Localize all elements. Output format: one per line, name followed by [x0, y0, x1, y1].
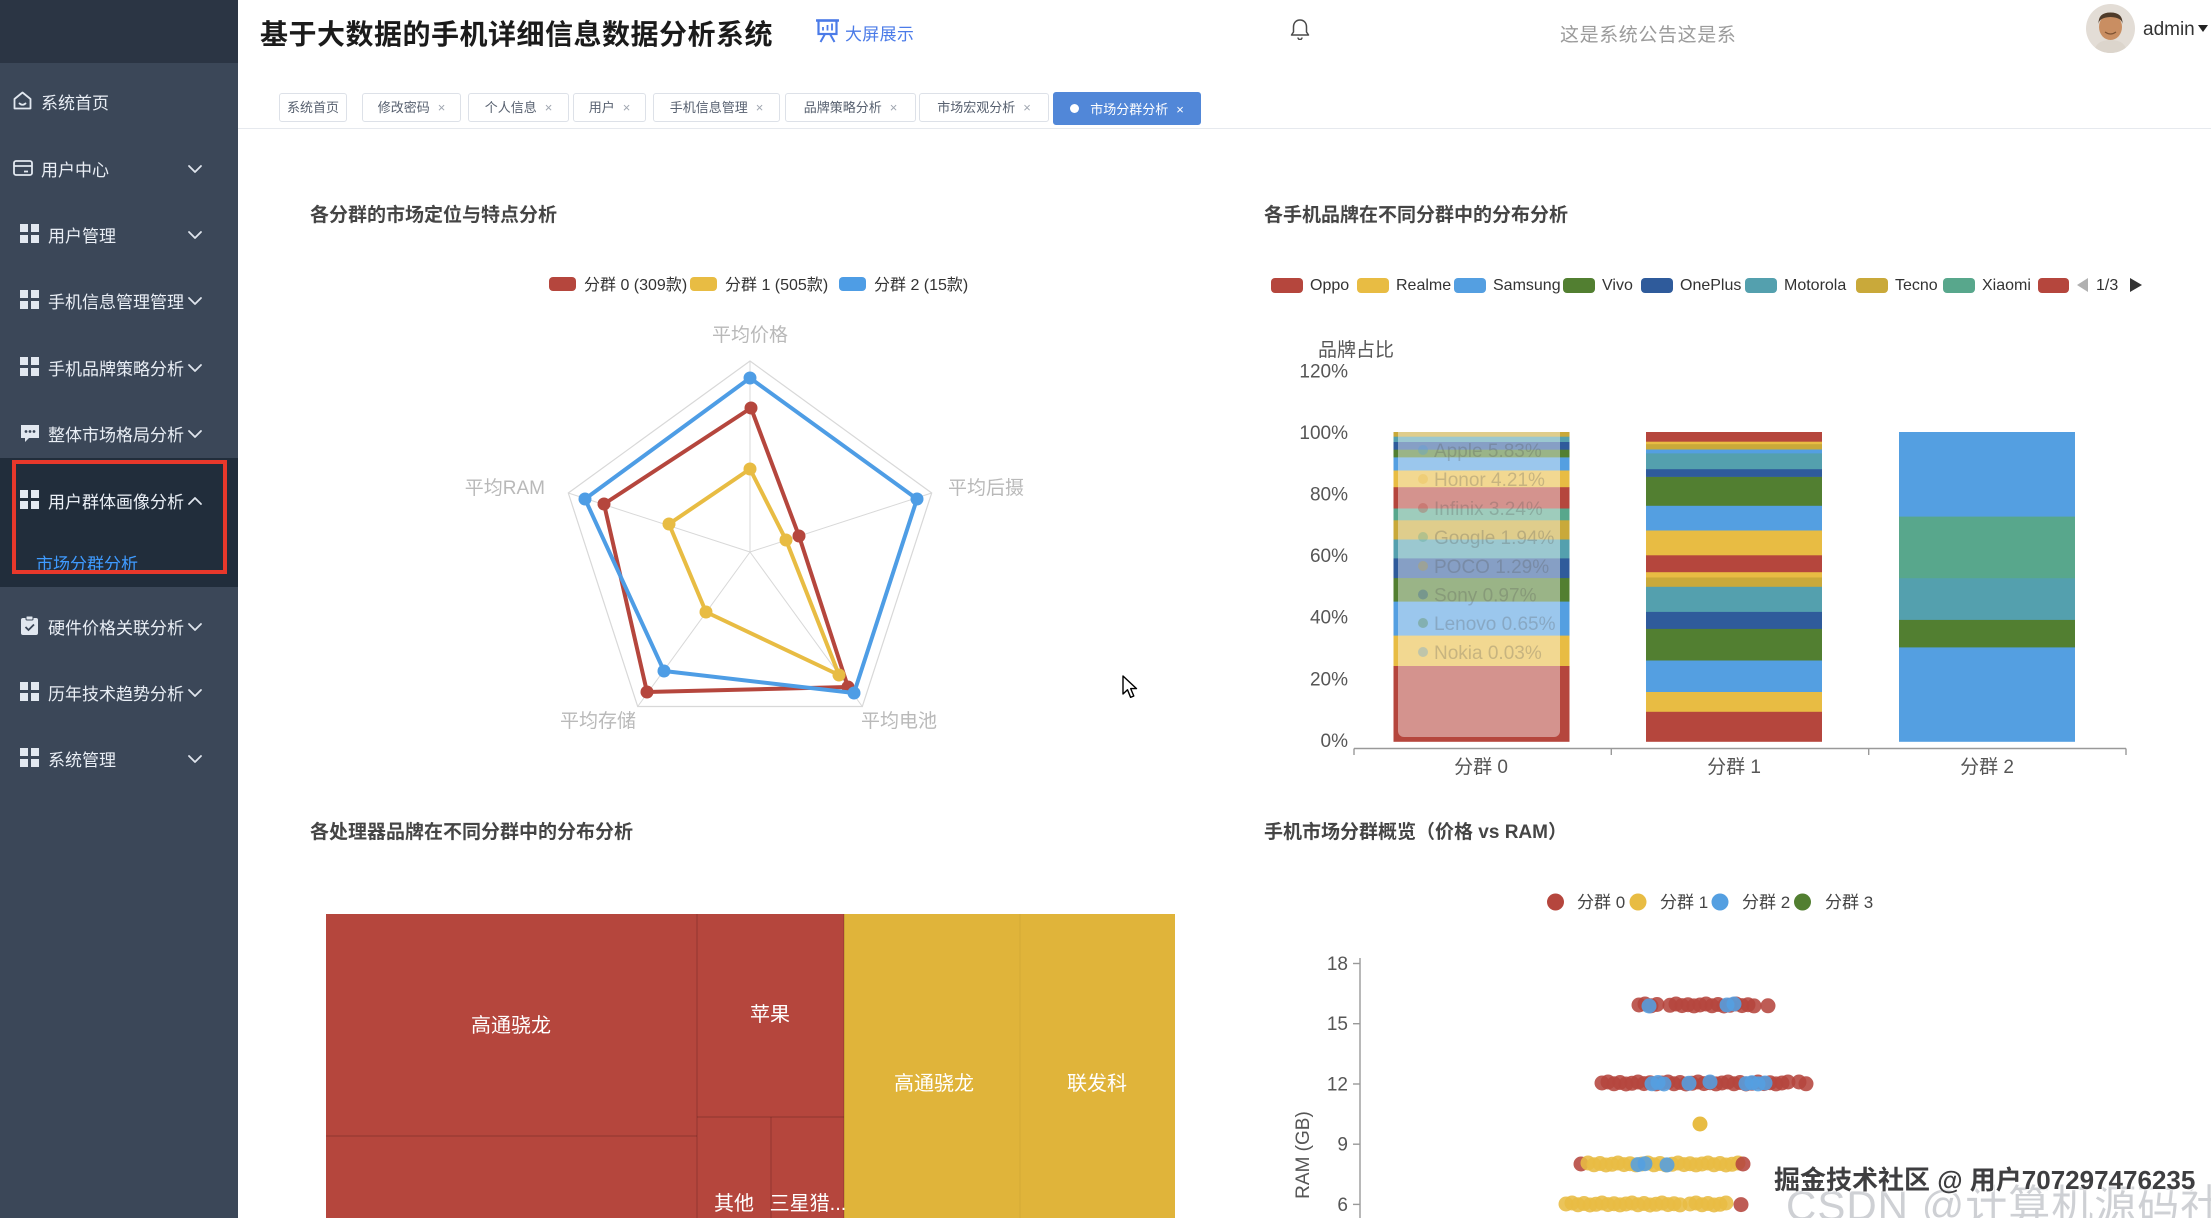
svg-text:Nokia 0.03%: Nokia 0.03%: [1434, 643, 1542, 664]
svg-text:POCO 1.29%: POCO 1.29%: [1434, 557, 1549, 578]
svg-text:9: 9: [1337, 1135, 1348, 1156]
svg-text:三星猎...: 三星猎...: [770, 1192, 847, 1215]
svg-text:联发科: 联发科: [1067, 1072, 1127, 1095]
svg-text:Vivo: Vivo: [1602, 277, 1633, 294]
svg-text:其他: 其他: [714, 1192, 754, 1215]
svg-text:分群 0: 分群 0: [1454, 756, 1508, 778]
svg-text:80%: 80%: [1310, 485, 1348, 506]
svg-text:RAM (GB): RAM (GB): [1293, 1111, 1314, 1199]
svg-text:100%: 100%: [1299, 423, 1348, 444]
svg-text:各分群的市场定位与特点分析: 各分群的市场定位与特点分析: [310, 203, 557, 226]
svg-text:Honor 4.21%: Honor 4.21%: [1434, 470, 1545, 491]
svg-text:分群 3: 分群 3: [1825, 893, 1873, 912]
svg-text:Samsung: Samsung: [1493, 277, 1561, 294]
svg-text:Sony 0.97%: Sony 0.97%: [1434, 586, 1537, 607]
svg-text:1/3: 1/3: [2096, 277, 2118, 294]
svg-text:Infinix 3.24%: Infinix 3.24%: [1434, 499, 1543, 520]
svg-text:分群 0: 分群 0: [1577, 893, 1625, 912]
svg-text:品牌占比: 品牌占比: [1318, 339, 1394, 361]
svg-text:OnePlus: OnePlus: [1680, 277, 1741, 294]
svg-text:Xiaomi: Xiaomi: [1982, 277, 2031, 294]
svg-text:Oppo: Oppo: [1310, 277, 1349, 294]
svg-text:各处理器品牌在不同分群中的分布分析: 各处理器品牌在不同分群中的分布分析: [310, 820, 633, 843]
svg-text:6: 6: [1337, 1195, 1348, 1216]
svg-text:Google 1.94%: Google 1.94%: [1434, 528, 1555, 549]
svg-text:分群 2: 分群 2: [1742, 893, 1790, 912]
svg-text:60%: 60%: [1310, 546, 1348, 567]
svg-text:15: 15: [1327, 1014, 1348, 1035]
svg-text:各手机品牌在不同分群中的分布分析: 各手机品牌在不同分群中的分布分析: [1264, 203, 1568, 226]
svg-text:分群 1 (505款): 分群 1 (505款): [725, 276, 828, 294]
svg-text:Motorola: Motorola: [1784, 277, 1846, 294]
svg-text:平均RAM: 平均RAM: [465, 477, 545, 499]
svg-text:平均价格: 平均价格: [712, 324, 788, 346]
svg-text:Realme: Realme: [1396, 277, 1451, 294]
svg-text:分群 2 (15款): 分群 2 (15款): [874, 276, 968, 294]
svg-text:Lenovo 0.65%: Lenovo 0.65%: [1434, 614, 1556, 635]
svg-text:Tecno: Tecno: [1895, 277, 1938, 294]
svg-text:手机市场分群概览（价格 vs RAM）: 手机市场分群概览（价格 vs RAM）: [1264, 820, 1567, 843]
svg-text:40%: 40%: [1310, 608, 1348, 629]
svg-text:分群 2: 分群 2: [1960, 756, 2014, 778]
svg-text:Apple 5.83%: Apple 5.83%: [1434, 441, 1542, 462]
svg-text:高通骁龙: 高通骁龙: [894, 1072, 974, 1095]
svg-text:分群 1: 分群 1: [1660, 893, 1708, 912]
svg-text:平均电池: 平均电池: [861, 710, 937, 732]
svg-text:高通骁龙: 高通骁龙: [471, 1014, 551, 1037]
svg-text:平均存储: 平均存储: [560, 710, 636, 732]
svg-text:20%: 20%: [1310, 670, 1348, 691]
svg-text:120%: 120%: [1299, 362, 1348, 383]
svg-text:分群 0 (309款): 分群 0 (309款): [584, 276, 687, 294]
svg-text:12: 12: [1327, 1075, 1348, 1096]
svg-text:0%: 0%: [1321, 731, 1349, 752]
svg-text:分群 1: 分群 1: [1707, 756, 1761, 778]
svg-text:18: 18: [1327, 954, 1348, 975]
svg-text:苹果: 苹果: [750, 1003, 790, 1026]
svg-text:平均后摄: 平均后摄: [948, 477, 1024, 499]
